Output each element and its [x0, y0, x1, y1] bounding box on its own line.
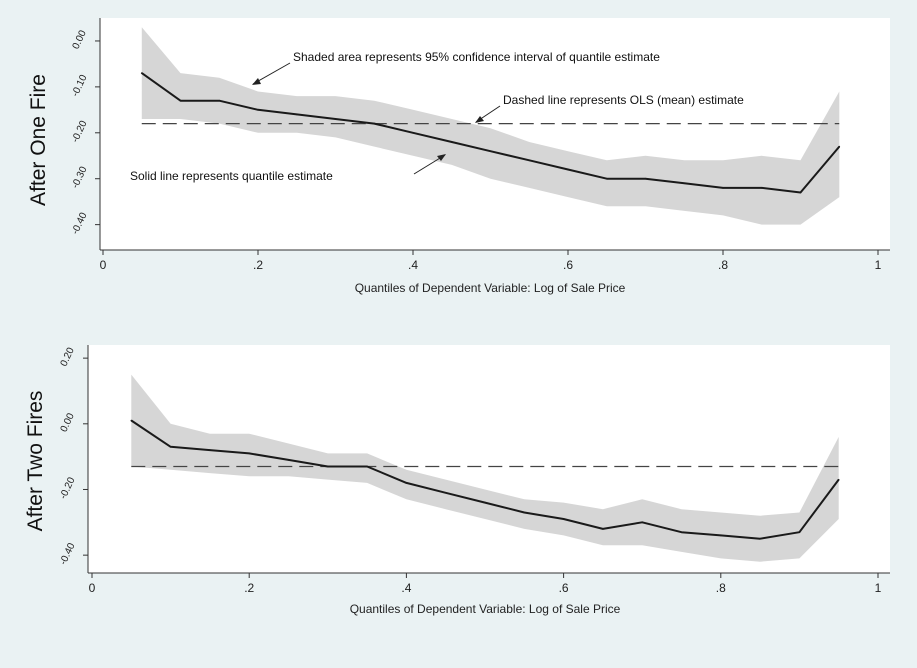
quantile-point — [444, 491, 447, 494]
annotation-ci: Shaded area represents 95% confidence in… — [293, 50, 660, 64]
y-tick-label: -0.40 — [70, 211, 90, 237]
quantile-point — [644, 177, 647, 180]
quantile-point — [140, 72, 143, 74]
quantile-point — [837, 478, 840, 481]
x-tick-label: 1 — [875, 258, 882, 272]
x-tick-label: .4 — [401, 581, 411, 595]
y-tick-label: -0.30 — [70, 165, 90, 191]
x-tick-label: .8 — [718, 258, 728, 272]
x-tick-label: .4 — [408, 258, 418, 272]
quantile-point — [799, 191, 802, 194]
confidence-band — [131, 374, 839, 562]
x-tick-label: 0 — [89, 581, 96, 595]
quantile-point — [248, 452, 250, 455]
quantile-point — [567, 168, 569, 171]
quantile-point — [523, 511, 526, 514]
quantile-point — [405, 482, 408, 484]
quantile-point — [759, 537, 761, 540]
quantile-point — [602, 528, 604, 530]
quantile-point — [722, 187, 724, 189]
x-axis-title: Quantiles of Dependent Variable: Log of … — [355, 281, 626, 295]
quantile-point — [760, 187, 763, 189]
quantile-point — [218, 99, 221, 102]
confidence-band — [141, 27, 840, 225]
quantile-point — [169, 445, 172, 448]
quantile-point — [327, 465, 329, 468]
y-tick-label: 0.20 — [59, 346, 77, 369]
quantile-point — [720, 534, 722, 537]
annotation-quantile-arrowhead — [437, 154, 446, 161]
annotation-quantile: Solid line represents quantile estimate — [130, 169, 333, 183]
quantile-point — [450, 141, 453, 143]
quantile-point — [838, 145, 841, 148]
chart-after-two-fires: 0 .2 .4 .6 .8 1 0.20 0.00 -0.20 -0.40 After Two F… — [24, 345, 890, 616]
quantile-point — [562, 518, 565, 520]
x-tick-label: .2 — [253, 258, 263, 272]
x-tick-label: .6 — [563, 258, 573, 272]
quantile-point — [209, 449, 211, 451]
quantile-point — [484, 501, 486, 504]
y-tick-label: 0.00 — [59, 411, 77, 434]
y-tick-label: -0.40 — [58, 541, 78, 567]
x-axis-title: Quantiles of Dependent Variable: Log of … — [350, 602, 621, 616]
chart-after-one-fire: 0 .2 .4 .6 .8 1 0.00 -0.10 -0.20 -0.30 -0.40 After… — [27, 18, 890, 295]
quantile-point — [287, 459, 290, 461]
annotation-ols-arrowhead — [475, 116, 484, 123]
x-tick-label: 1 — [875, 581, 882, 595]
quantile-point — [680, 531, 683, 533]
y-tick-label: 0.00 — [71, 28, 89, 51]
y-tick-label: -0.20 — [70, 119, 90, 145]
y-axis-title: After One Fire — [27, 74, 50, 206]
y-axis-title: After Two Fires — [24, 391, 47, 532]
y-tick-label: -0.20 — [58, 475, 78, 501]
quantile-point — [257, 109, 259, 111]
quantile-point — [641, 521, 643, 524]
quantile-point — [412, 131, 414, 134]
quantile-point — [295, 113, 298, 116]
x-tick-label: .2 — [244, 581, 254, 595]
quantile-point — [798, 531, 801, 533]
annotation-ci-arrowhead — [252, 78, 261, 85]
quantile-point — [605, 177, 608, 180]
quantile-point — [528, 159, 531, 162]
x-tick-label: .8 — [716, 581, 726, 595]
quantile-point — [334, 118, 337, 120]
x-tick-label: 0 — [100, 258, 107, 272]
quantile-point — [366, 465, 368, 468]
y-tick-label: -0.10 — [70, 73, 90, 99]
annotation-ols: Dashed line represents OLS (mean) estima… — [503, 93, 744, 107]
quantile-point — [489, 150, 492, 152]
quantile-point — [373, 122, 376, 125]
quantile-point — [130, 419, 133, 422]
quantile-point — [179, 99, 182, 102]
x-tick-label: .6 — [559, 581, 569, 595]
quantile-point — [683, 182, 686, 185]
